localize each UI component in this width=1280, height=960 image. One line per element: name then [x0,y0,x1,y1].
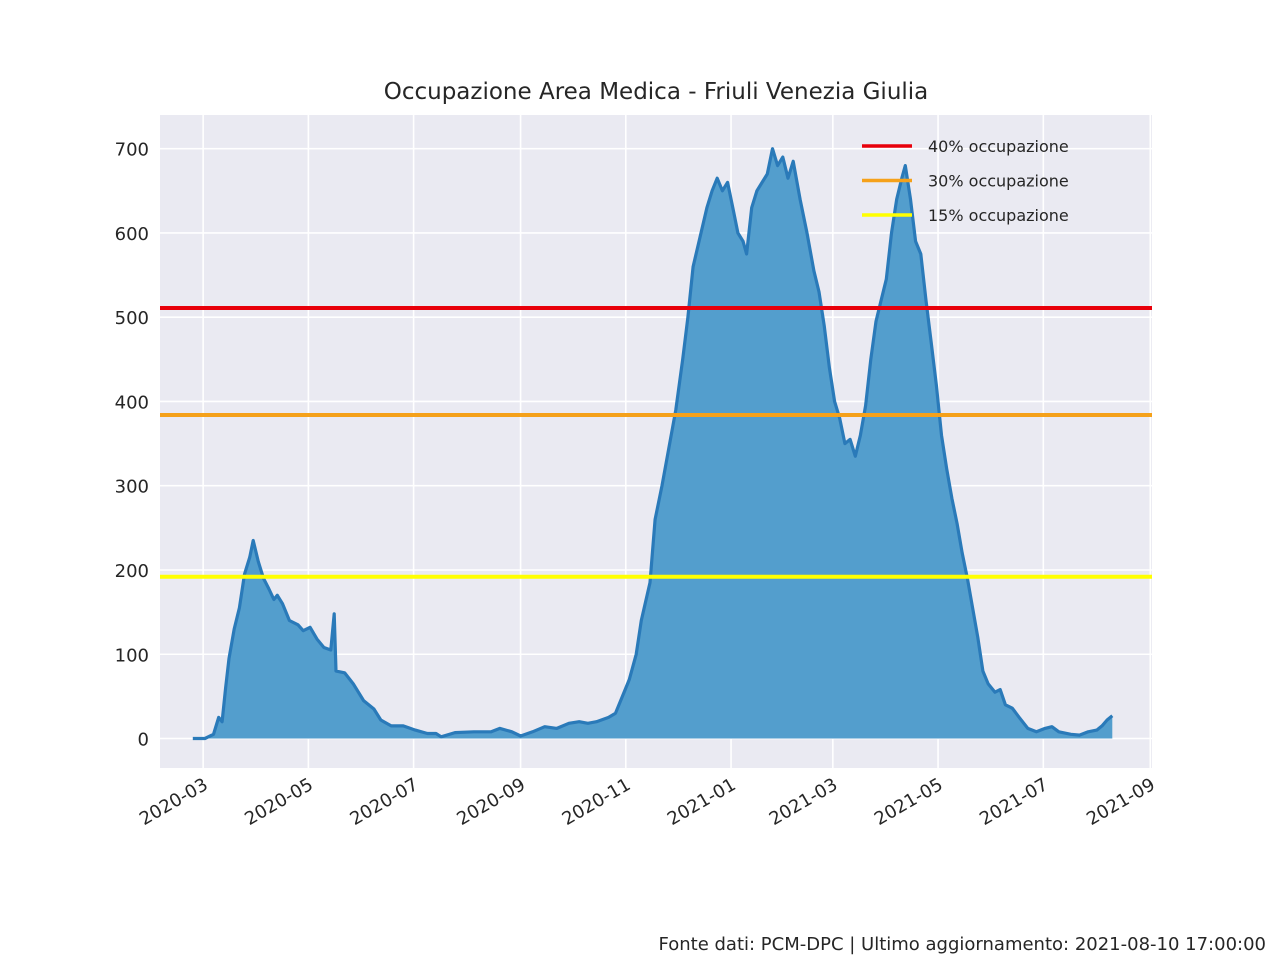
footer-source: Fonte dati: PCM-DPC | Ultimo aggiornamen… [659,934,1267,955]
x-tick-label: 2021-09 [1083,774,1159,830]
x-axis-ticks: 2020-03 2020-05 2020-07 2020-09 2020-11 2021-… [136,774,1159,830]
y-tick-label: 400 [115,392,149,413]
y-tick-label: 100 [115,645,149,666]
legend-label: 40% occupazione [928,137,1069,156]
x-tick-label: 2020-03 [136,774,212,830]
data-area [192,147,1114,741]
legend-label: 15% occupazione [928,206,1069,225]
x-tick-label: 2021-03 [766,774,842,830]
x-tick-label: 2020-11 [559,774,635,830]
legend: 40% occupazione 30% occupazione 15% occupa… [862,137,1069,225]
x-tick-label: 2020-07 [346,774,422,830]
chart-title: Occupazione Area Medica - Friuli Venezia… [384,79,929,105]
y-axis-ticks: 0 100 200 300 400 500 600 700 [115,140,149,751]
x-tick-label: 2021-05 [871,774,947,830]
y-tick-label: 300 [115,477,149,498]
y-tick-label: 200 [115,561,149,582]
threshold-lines [160,305,1152,579]
x-tick-label: 2021-01 [664,774,740,830]
y-tick-label: 600 [115,224,149,245]
y-tick-label: 700 [115,140,149,161]
x-tick-label: 2020-09 [453,774,529,830]
x-tick-label: 2021-07 [976,774,1052,830]
x-tick-label: 2020-05 [241,774,317,830]
series-line [192,147,1114,741]
y-tick-label: 500 [115,308,149,329]
y-tick-label: 0 [138,730,149,751]
legend-label: 30% occupazione [928,172,1069,191]
